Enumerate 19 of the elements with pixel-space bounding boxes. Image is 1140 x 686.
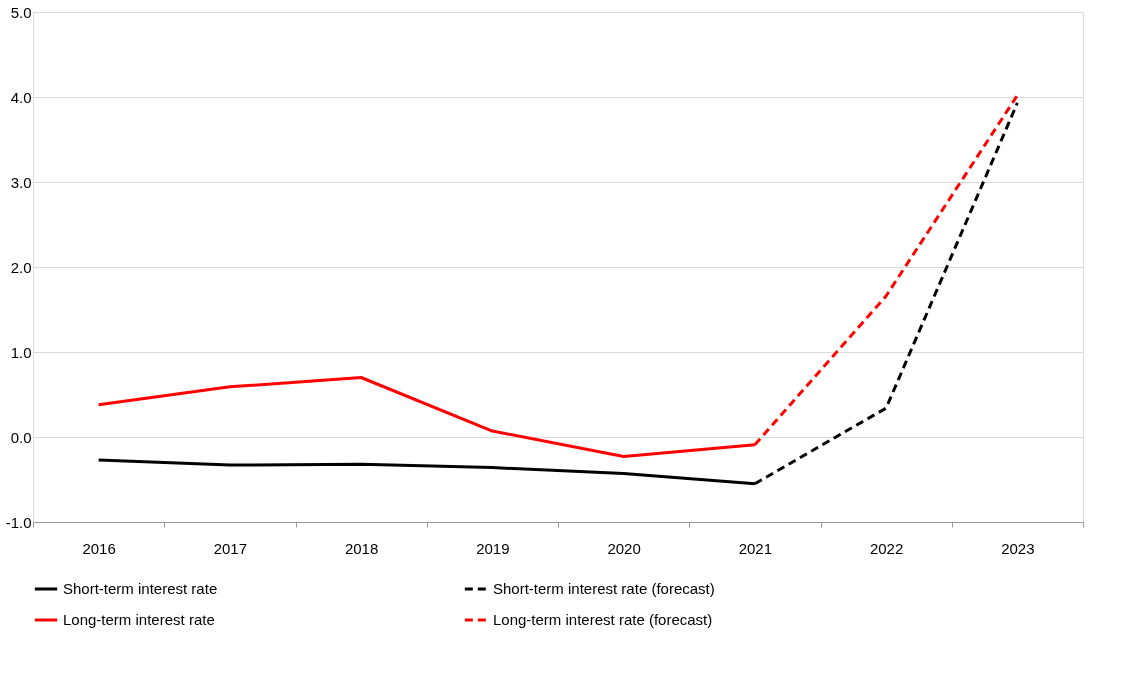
y-tick-label: 2.0 xyxy=(10,258,32,276)
legend-label: Short-term interest rate (forecast) xyxy=(493,580,715,597)
legend-label: Long-term interest rate xyxy=(63,611,215,628)
x-tick-label: 2022 xyxy=(869,539,904,557)
y-tick-label: 0.0 xyxy=(10,428,32,446)
x-tick-label: 2018 xyxy=(344,539,379,557)
legend-label: Short-term interest rate xyxy=(63,580,218,597)
y-tick-label: 3.0 xyxy=(10,173,32,191)
x-tick-label: 2020 xyxy=(607,539,641,557)
legend-label: Long-term interest rate (forecast) xyxy=(493,611,713,628)
x-tick-label: 2016 xyxy=(82,539,116,557)
y-tick-label: 1.0 xyxy=(10,343,32,361)
y-tick-label: 4.0 xyxy=(10,88,32,106)
x-tick-label: 2017 xyxy=(213,539,248,557)
x-tick-label: 2019 xyxy=(476,539,510,557)
y-tick-label: 5.0 xyxy=(10,3,32,21)
y-tick-label: -1.0 xyxy=(5,513,32,531)
x-tick-label: 2021 xyxy=(738,539,773,557)
x-tick-label: 2023 xyxy=(1001,539,1035,557)
